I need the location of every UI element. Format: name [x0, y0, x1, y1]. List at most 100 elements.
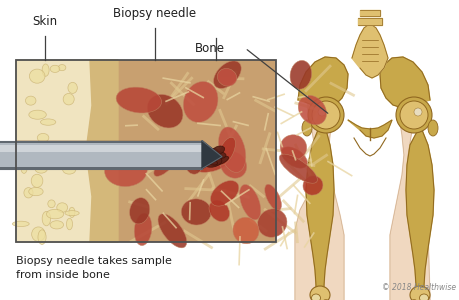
Ellipse shape: [309, 286, 329, 300]
Ellipse shape: [49, 145, 61, 154]
Ellipse shape: [232, 217, 258, 244]
Ellipse shape: [21, 162, 27, 173]
Bar: [0, 142, 202, 167]
Polygon shape: [86, 60, 118, 242]
Ellipse shape: [208, 200, 229, 222]
Polygon shape: [357, 18, 381, 25]
Ellipse shape: [217, 68, 236, 86]
Circle shape: [315, 105, 335, 125]
Bar: [0, 145, 202, 152]
Ellipse shape: [191, 149, 232, 172]
Ellipse shape: [210, 181, 238, 206]
Polygon shape: [347, 120, 391, 138]
Ellipse shape: [212, 146, 224, 155]
Polygon shape: [202, 141, 222, 169]
Circle shape: [317, 108, 325, 116]
Text: Bone: Bone: [195, 41, 224, 55]
Ellipse shape: [204, 157, 221, 167]
Bar: [16, 140, 202, 169]
Ellipse shape: [37, 134, 49, 142]
Circle shape: [311, 101, 339, 129]
Ellipse shape: [213, 156, 228, 165]
Ellipse shape: [153, 150, 179, 176]
Ellipse shape: [213, 61, 241, 88]
Ellipse shape: [302, 176, 322, 195]
Ellipse shape: [183, 82, 218, 122]
Ellipse shape: [209, 148, 218, 156]
Ellipse shape: [67, 218, 73, 230]
Ellipse shape: [28, 188, 43, 196]
Ellipse shape: [48, 200, 55, 208]
Ellipse shape: [24, 188, 33, 198]
Text: Skin: Skin: [33, 15, 57, 28]
Ellipse shape: [134, 213, 151, 245]
Ellipse shape: [104, 155, 147, 187]
Ellipse shape: [297, 95, 326, 125]
Ellipse shape: [239, 184, 260, 220]
Circle shape: [399, 101, 427, 129]
Polygon shape: [351, 25, 387, 78]
Ellipse shape: [427, 120, 437, 136]
Polygon shape: [379, 57, 429, 108]
Polygon shape: [16, 60, 92, 242]
Ellipse shape: [43, 145, 58, 152]
Polygon shape: [389, 68, 429, 300]
Bar: [16, 60, 275, 242]
Ellipse shape: [185, 154, 202, 174]
Ellipse shape: [280, 135, 306, 160]
Circle shape: [403, 105, 423, 125]
Ellipse shape: [409, 286, 429, 300]
Bar: [16, 60, 275, 242]
Ellipse shape: [257, 209, 286, 237]
Ellipse shape: [264, 184, 281, 211]
Ellipse shape: [311, 294, 320, 300]
Ellipse shape: [181, 199, 211, 225]
Ellipse shape: [204, 159, 217, 165]
Polygon shape: [305, 130, 333, 295]
Ellipse shape: [116, 87, 161, 113]
Ellipse shape: [17, 152, 28, 158]
Text: © 2018 Healthwise: © 2018 Healthwise: [381, 283, 455, 292]
Ellipse shape: [147, 94, 183, 128]
Ellipse shape: [46, 209, 63, 219]
Ellipse shape: [31, 174, 43, 188]
Ellipse shape: [29, 69, 45, 83]
Ellipse shape: [129, 198, 150, 224]
Ellipse shape: [65, 211, 79, 216]
Circle shape: [413, 108, 421, 116]
Polygon shape: [359, 10, 379, 16]
Ellipse shape: [217, 137, 235, 165]
Ellipse shape: [50, 221, 63, 229]
Ellipse shape: [56, 203, 67, 212]
Ellipse shape: [68, 82, 77, 93]
Ellipse shape: [34, 162, 48, 173]
Ellipse shape: [302, 120, 311, 136]
Ellipse shape: [211, 152, 225, 159]
Ellipse shape: [32, 227, 45, 242]
Circle shape: [395, 97, 431, 133]
Ellipse shape: [69, 207, 75, 218]
Ellipse shape: [220, 152, 246, 178]
Circle shape: [308, 97, 343, 133]
Ellipse shape: [157, 214, 186, 248]
Ellipse shape: [12, 221, 29, 226]
Polygon shape: [297, 57, 347, 108]
Ellipse shape: [419, 294, 428, 300]
Ellipse shape: [42, 212, 50, 226]
Ellipse shape: [40, 119, 56, 125]
Ellipse shape: [29, 110, 46, 119]
Ellipse shape: [25, 96, 36, 105]
Ellipse shape: [50, 65, 60, 73]
Ellipse shape: [322, 299, 328, 300]
Ellipse shape: [58, 64, 66, 71]
Ellipse shape: [42, 64, 49, 76]
Ellipse shape: [410, 299, 416, 300]
Ellipse shape: [63, 93, 74, 105]
Polygon shape: [294, 68, 343, 300]
Ellipse shape: [218, 127, 245, 172]
Ellipse shape: [281, 147, 307, 168]
Bar: [0, 141, 202, 169]
Ellipse shape: [38, 230, 46, 244]
Ellipse shape: [279, 154, 317, 183]
Ellipse shape: [62, 165, 76, 174]
